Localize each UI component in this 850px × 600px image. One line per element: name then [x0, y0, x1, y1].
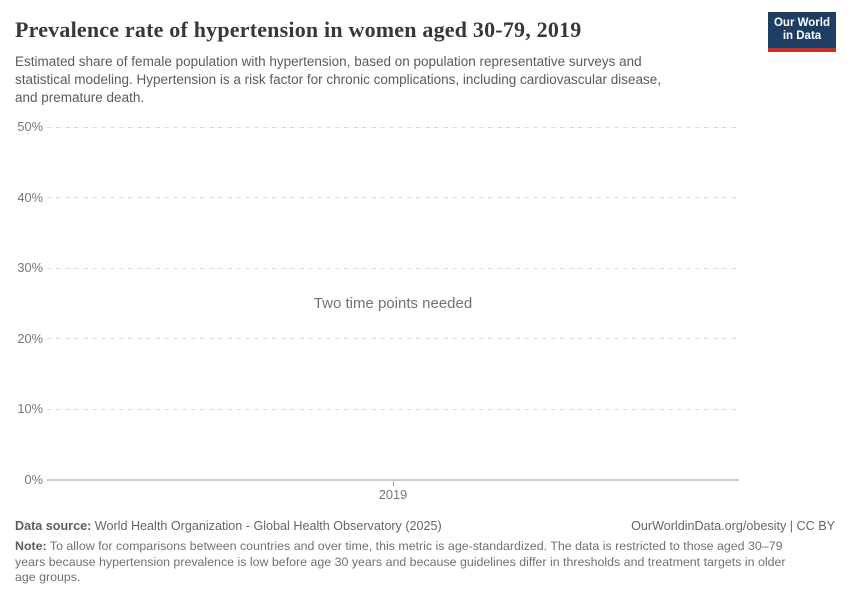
y-axis-row: 50%: [0, 119, 850, 135]
gridline: [47, 338, 739, 340]
y-axis-row: 20%: [0, 331, 850, 347]
y-axis-row: 10%: [0, 401, 850, 417]
y-axis-row: 30%: [0, 260, 850, 276]
footer-source-row: Data source: World Health Organization -…: [15, 518, 835, 534]
chart-subtitle-line: Estimated share of female population wit…: [15, 54, 642, 69]
footer-note-label: Note:: [15, 539, 47, 553]
footer-note-text: To allow for comparisons between countri…: [46, 539, 783, 553]
owid-license-link[interactable]: OurWorldinData.org/obesity | CC BY: [631, 519, 835, 533]
chart-subtitle-line: and premature death.: [15, 90, 145, 105]
x-axis-baseline: [47, 479, 739, 481]
gridline: [47, 408, 739, 410]
y-axis-tick-label: 20%: [17, 330, 43, 346]
footer-note-line: years because hypertension prevalence is…: [15, 554, 786, 569]
y-axis-tick-label: 10%: [17, 401, 43, 417]
owid-logo[interactable]: Our World in Data: [768, 12, 836, 52]
data-source-line: Data source: World Health Organization -…: [15, 518, 442, 534]
footer-note: Note: To allow for comparisons between c…: [15, 539, 845, 586]
y-axis-row: 0%: [0, 472, 850, 488]
gridline: [47, 197, 739, 199]
data-source-text: World Health Organization - Global Healt…: [91, 519, 442, 533]
y-axis-tick-label: 30%: [17, 260, 43, 276]
owid-logo-line2: in Data: [782, 30, 822, 42]
y-axis-tick-label: 50%: [17, 119, 43, 134]
x-axis-tick-label: 2019: [378, 487, 408, 502]
gridline: [47, 267, 739, 269]
y-axis-tick-label: 40%: [17, 189, 43, 205]
footer-note-line: age groups.: [15, 570, 81, 584]
y-axis-row: 40%: [0, 190, 850, 206]
y-axis-tick-label: 0%: [24, 472, 44, 487]
chart-subtitle-line: statistical modeling. Hypertension is a …: [15, 72, 662, 87]
chart-subtitle: Estimated share of female population wit…: [15, 53, 755, 107]
gridline: [47, 126, 739, 128]
x-axis-tick-mark: [393, 481, 394, 486]
page-title: Prevalence rate of hypertension in women…: [15, 17, 582, 42]
empty-state-message: Two time points needed: [313, 295, 473, 312]
data-source-label: Data source:: [15, 519, 92, 533]
footer-note-line: Note: To allow for comparisons between c…: [15, 539, 845, 555]
owid-logo-line1: Our World: [773, 16, 830, 29]
